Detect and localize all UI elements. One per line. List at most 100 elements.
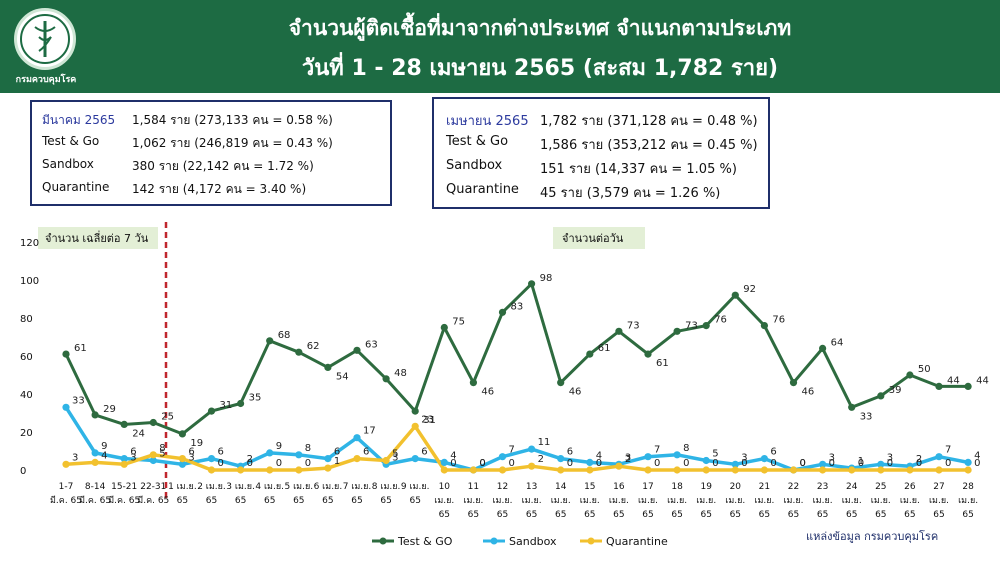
data-point <box>411 422 419 430</box>
page-title: จำนวนผู้ติดเชื้อที่มาจากต่างประเทศ จำแนก… <box>288 16 792 40</box>
data-label: 0 <box>654 458 660 469</box>
x-tick-label: 65 <box>846 510 857 520</box>
x-tick-label: 12 <box>497 482 508 492</box>
summary-value: 1,782 ราย (371,128 คน = 0.48 %) <box>540 114 758 129</box>
data-label: 23 <box>421 414 434 425</box>
data-label: 11 <box>538 437 551 448</box>
data-label: 5 <box>392 449 398 460</box>
data-label: 4 <box>974 450 980 461</box>
data-point <box>207 466 216 474</box>
data-point <box>731 460 739 468</box>
x-tick-label: 8 เม.ย. <box>372 482 401 492</box>
data-point <box>207 455 216 463</box>
data-label: 6 <box>188 447 194 458</box>
data-point <box>411 455 419 463</box>
data-label: 8 <box>683 443 689 454</box>
data-label: 0 <box>247 458 253 469</box>
summary-march-box: มีนาคม 2565 1,584 ราย (273,133 คน = 0.58… <box>30 100 392 206</box>
series-line-quarantine <box>65 424 969 472</box>
data-label: 0 <box>916 458 922 469</box>
daily-label: จำนวนต่อวัน <box>562 232 624 245</box>
data-point <box>557 455 565 463</box>
data-point <box>266 466 274 474</box>
x-tick-label: 65 <box>526 510 537 520</box>
x-tick-label: 16 <box>613 482 625 492</box>
x-tick-label: 65 <box>700 510 711 520</box>
data-point <box>586 458 594 466</box>
data-label: 19 <box>190 438 203 449</box>
data-label: 6 <box>130 447 136 458</box>
x-tick-label: 19 <box>700 482 712 492</box>
summary-label: Sandbox <box>42 157 94 171</box>
data-point <box>848 403 856 411</box>
data-label: 83 <box>511 301 524 312</box>
data-point <box>324 455 332 463</box>
x-tick-label: เม.ย. <box>842 496 862 506</box>
data-point <box>149 456 157 465</box>
data-label: 92 <box>743 284 756 295</box>
data-label: 6 <box>421 447 427 458</box>
y-tick-label: 80 <box>20 314 33 325</box>
x-tick-label: 65 <box>933 510 944 520</box>
data-label: 29 <box>103 404 116 415</box>
data-point <box>789 379 798 387</box>
data-point <box>62 350 70 358</box>
data-label: 4 <box>450 450 456 461</box>
summary-label: มีนาคม 2565 <box>42 113 116 127</box>
y-tick-label: 0 <box>20 466 26 477</box>
data-label: 0 <box>800 458 806 469</box>
data-label: 3 <box>72 452 78 463</box>
data-point <box>266 337 274 345</box>
x-tick-label: เม.ย. <box>958 496 978 506</box>
data-label: 61 <box>598 343 611 354</box>
logo-caption: กรมควบคุมโรค <box>15 75 77 85</box>
x-tick-label: 65 <box>206 496 217 506</box>
x-tick-label: 22 <box>788 482 799 492</box>
x-tick-label: เม.ย. <box>580 496 600 506</box>
data-point <box>819 460 827 468</box>
y-tick-label: 120 <box>20 238 39 249</box>
data-label: 17 <box>363 426 376 437</box>
x-tick-label: เม.ย. <box>434 496 454 506</box>
x-tick-label: เม.ย. <box>725 496 745 506</box>
x-tick-label: 7 เม.ย. <box>343 482 372 492</box>
x-tick-label: 17 <box>642 482 653 492</box>
data-label: 9 <box>276 441 282 452</box>
header-banner: กรมควบคุมโรค จำนวนผู้ติดเชื้อที่มาจากต่า… <box>0 0 1000 93</box>
x-tick-label: มี.ค. 65 <box>50 495 82 506</box>
summary-label: Test & Go <box>42 134 100 148</box>
x-tick-label: เม.ย. <box>871 496 891 506</box>
x-tick-label: 22-31 <box>140 482 166 492</box>
data-label: 0 <box>567 458 573 469</box>
data-point <box>411 407 419 415</box>
summary-label: Quarantine <box>446 182 519 197</box>
data-label: 63 <box>365 339 378 350</box>
x-tick-label: 65 <box>817 510 828 520</box>
data-point <box>964 466 972 474</box>
x-tick-label: มี.ค. 65 <box>137 495 169 506</box>
data-point <box>440 458 448 466</box>
data-label: 3 <box>829 452 835 463</box>
x-tick-label: 24 <box>846 482 858 492</box>
x-tick-label: 65 <box>555 510 566 520</box>
series-line-test-go <box>64 282 969 436</box>
data-point <box>149 418 157 427</box>
data-point <box>964 458 972 466</box>
data-point <box>120 420 128 428</box>
x-tick-label: 15-21 <box>111 482 137 492</box>
data-label: 46 <box>569 387 582 398</box>
x-tick-label: เม.ย. <box>667 496 687 506</box>
data-point <box>586 466 594 474</box>
data-point <box>120 455 128 463</box>
data-label: 33 <box>72 395 85 406</box>
x-tick-label: 11 <box>468 482 479 492</box>
data-point <box>440 323 448 332</box>
data-point <box>702 456 710 465</box>
summary-value: 380 ราย (22,142 คน = 1.72 %) <box>132 159 314 173</box>
data-point <box>178 430 186 438</box>
data-point <box>615 462 623 470</box>
data-label: 76 <box>772 315 785 326</box>
data-point <box>178 460 186 468</box>
data-point <box>673 451 681 459</box>
data-label: 48 <box>394 368 407 379</box>
